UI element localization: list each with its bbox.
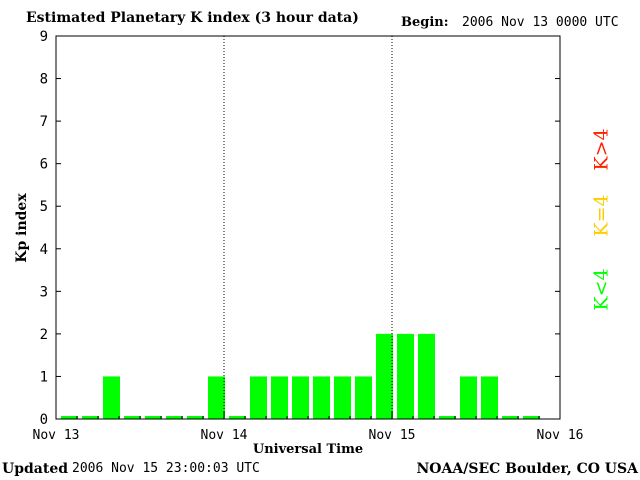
y-tick-label: 5 bbox=[40, 199, 48, 215]
y-tick-label: 6 bbox=[40, 157, 48, 173]
x-tick-label: Nov 15 bbox=[369, 428, 416, 443]
y-tick-label: 2 bbox=[40, 327, 48, 343]
kp-bar bbox=[523, 416, 540, 419]
legend-k-above-4: K>4 bbox=[590, 128, 613, 171]
kp-bar bbox=[397, 333, 414, 419]
kp-bar bbox=[82, 416, 99, 419]
kp-bar bbox=[502, 416, 519, 419]
x-tick-label: Nov 14 bbox=[201, 428, 248, 443]
kp-bar bbox=[271, 376, 288, 419]
x-tick-label: Nov 16 bbox=[537, 428, 584, 443]
kp-bar bbox=[418, 333, 435, 419]
kp-bar bbox=[292, 376, 309, 419]
kp-bar bbox=[61, 416, 78, 419]
kp-bar bbox=[208, 376, 225, 419]
begin-value: 2006 Nov 13 0000 UTC bbox=[462, 15, 619, 30]
kp-bar bbox=[187, 416, 204, 419]
chart-title: Estimated Planetary K index (3 hour data… bbox=[26, 10, 359, 26]
kp-bar bbox=[481, 376, 498, 419]
y-tick-label: 9 bbox=[40, 29, 48, 45]
y-tick-label: 0 bbox=[40, 412, 48, 428]
kp-bar bbox=[439, 416, 456, 419]
kp-bar bbox=[313, 376, 330, 419]
y-tick-label: 3 bbox=[40, 284, 48, 300]
y-axis-label: Kp index bbox=[14, 193, 30, 263]
kp-bar bbox=[355, 376, 372, 419]
y-tick-label: 4 bbox=[40, 242, 48, 258]
kp-bar bbox=[229, 416, 246, 419]
kp-bar bbox=[124, 416, 141, 419]
kp-bar bbox=[250, 376, 267, 419]
x-tick-label: Nov 13 bbox=[33, 428, 80, 443]
legend-k-equal-4: K=4 bbox=[590, 194, 613, 237]
kp-bar bbox=[145, 416, 162, 419]
kp-bar bbox=[103, 376, 120, 419]
updated-value: 2006 Nov 15 23:00:03 UTC bbox=[72, 461, 260, 476]
x-axis-label: Universal Time bbox=[253, 442, 363, 457]
y-tick-label: 8 bbox=[40, 72, 48, 88]
updated-label: Updated bbox=[2, 461, 69, 477]
begin-label: Begin: bbox=[401, 15, 449, 30]
credit-line: NOAA/SEC Boulder, CO USA bbox=[416, 461, 639, 477]
kp-bar bbox=[334, 376, 351, 419]
kp-bar bbox=[376, 333, 393, 419]
y-tick-label: 1 bbox=[40, 369, 48, 385]
y-tick-label: 7 bbox=[40, 114, 48, 130]
plot-frame bbox=[55, 35, 561, 420]
legend-k-below-4: K<4 bbox=[590, 268, 613, 311]
kp-bar bbox=[166, 416, 183, 419]
kp-bar bbox=[460, 376, 477, 419]
